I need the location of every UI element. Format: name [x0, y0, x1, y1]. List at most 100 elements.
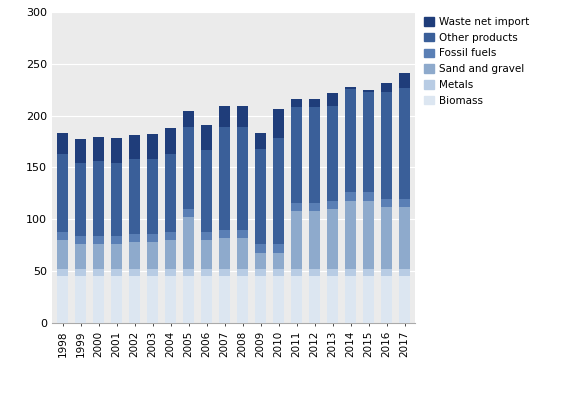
- Bar: [219, 106, 230, 127]
- Bar: [291, 107, 302, 203]
- Bar: [237, 106, 248, 127]
- Bar: [165, 277, 176, 323]
- Bar: [201, 269, 212, 277]
- Bar: [76, 139, 86, 163]
- Bar: [165, 269, 176, 277]
- Bar: [57, 277, 68, 323]
- Bar: [165, 240, 176, 269]
- Bar: [165, 232, 176, 240]
- Bar: [147, 277, 158, 323]
- Bar: [219, 269, 230, 277]
- Bar: [76, 277, 86, 323]
- Bar: [237, 238, 248, 269]
- Bar: [364, 192, 374, 201]
- Bar: [93, 244, 104, 269]
- Bar: [219, 127, 230, 230]
- Bar: [129, 135, 140, 159]
- Bar: [273, 110, 284, 138]
- Bar: [147, 159, 158, 234]
- Bar: [237, 230, 248, 238]
- Bar: [273, 269, 284, 277]
- Bar: [345, 192, 356, 201]
- Bar: [255, 277, 266, 323]
- Bar: [255, 253, 266, 269]
- Bar: [201, 125, 212, 150]
- Bar: [183, 217, 194, 269]
- Bar: [183, 112, 194, 127]
- Bar: [273, 244, 284, 253]
- Bar: [76, 236, 86, 244]
- Bar: [327, 93, 338, 106]
- Bar: [255, 133, 266, 149]
- Bar: [255, 149, 266, 244]
- Bar: [237, 277, 248, 323]
- Bar: [399, 269, 410, 277]
- Bar: [183, 269, 194, 277]
- Bar: [93, 161, 104, 236]
- Bar: [129, 234, 140, 242]
- Bar: [183, 209, 194, 217]
- Bar: [291, 277, 302, 323]
- Bar: [183, 277, 194, 323]
- Bar: [93, 236, 104, 244]
- Bar: [147, 242, 158, 269]
- Bar: [111, 269, 122, 277]
- Bar: [364, 201, 374, 269]
- Bar: [183, 127, 194, 209]
- Bar: [399, 277, 410, 323]
- Bar: [345, 87, 356, 89]
- Bar: [57, 269, 68, 277]
- Bar: [165, 154, 176, 232]
- Bar: [381, 269, 392, 277]
- Bar: [345, 201, 356, 269]
- Bar: [309, 277, 320, 323]
- Bar: [291, 211, 302, 269]
- Bar: [93, 277, 104, 323]
- Bar: [111, 277, 122, 323]
- Bar: [399, 87, 410, 199]
- Bar: [381, 199, 392, 207]
- Bar: [381, 84, 392, 92]
- Bar: [309, 203, 320, 211]
- Bar: [57, 232, 68, 240]
- Bar: [57, 133, 68, 154]
- Bar: [345, 277, 356, 323]
- Bar: [309, 211, 320, 269]
- Bar: [201, 277, 212, 323]
- Bar: [273, 277, 284, 323]
- Bar: [76, 244, 86, 269]
- Bar: [255, 269, 266, 277]
- Bar: [399, 207, 410, 269]
- Bar: [147, 134, 158, 159]
- Bar: [273, 253, 284, 269]
- Bar: [201, 232, 212, 240]
- Bar: [327, 201, 338, 209]
- Bar: [309, 99, 320, 107]
- Bar: [111, 244, 122, 269]
- Bar: [57, 154, 68, 232]
- Bar: [291, 99, 302, 107]
- Bar: [201, 150, 212, 232]
- Bar: [291, 269, 302, 277]
- Bar: [147, 269, 158, 277]
- Bar: [381, 277, 392, 323]
- Bar: [364, 92, 374, 192]
- Bar: [345, 269, 356, 277]
- Bar: [93, 269, 104, 277]
- Bar: [381, 207, 392, 269]
- Bar: [327, 209, 338, 269]
- Bar: [364, 277, 374, 323]
- Bar: [309, 269, 320, 277]
- Bar: [327, 277, 338, 323]
- Bar: [147, 234, 158, 242]
- Bar: [327, 106, 338, 201]
- Bar: [219, 238, 230, 269]
- Bar: [57, 240, 68, 269]
- Bar: [399, 73, 410, 87]
- Bar: [364, 90, 374, 92]
- Bar: [129, 242, 140, 269]
- Bar: [111, 163, 122, 236]
- Bar: [76, 269, 86, 277]
- Bar: [129, 269, 140, 277]
- Legend: Waste net import, Other products, Fossil fuels, Sand and gravel, Metals, Biomass: Waste net import, Other products, Fossil…: [424, 17, 529, 106]
